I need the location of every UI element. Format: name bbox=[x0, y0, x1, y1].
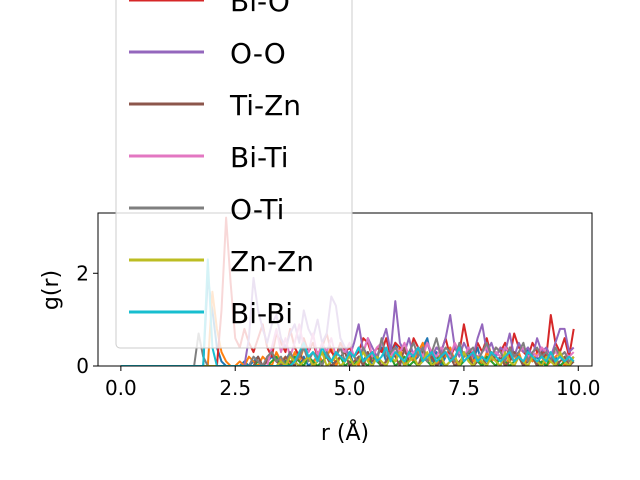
legend-label-bi-bi: Bi-Bi bbox=[230, 297, 293, 330]
legend-label-o-ti: O-Ti bbox=[230, 193, 284, 226]
legend-label-zn-zn: Zn-Zn bbox=[230, 245, 314, 278]
x-tick-label: 7.5 bbox=[448, 376, 480, 400]
series-line-bi-bi bbox=[120, 258, 575, 366]
x-tick-label: 10.0 bbox=[556, 376, 601, 400]
series-line-zn-zn bbox=[120, 351, 575, 366]
series-line-o-o bbox=[120, 276, 575, 366]
legend-label-bi-ti: Bi-Ti bbox=[230, 141, 289, 174]
y-tick-label: 2 bbox=[76, 261, 89, 285]
legend-label-o-o: O-O bbox=[230, 37, 286, 70]
legend-label-bi-o: Bi-O bbox=[230, 0, 290, 18]
x-tick-label: 2.5 bbox=[219, 376, 251, 400]
series-line-zn-ti bbox=[120, 355, 575, 366]
x-axis-label: r (Å) bbox=[321, 419, 369, 446]
y-tick-label: 0 bbox=[76, 354, 89, 378]
x-axis-ticks: 0.0 2.5 5.0 7.5 10.0 bbox=[105, 366, 601, 400]
x-tick-label: 0.0 bbox=[105, 376, 137, 400]
legend-label-ti-zn: Ti-Zn bbox=[229, 89, 301, 122]
y-axis-label: g(r) bbox=[39, 270, 64, 310]
y-axis-ticks: 02 bbox=[76, 261, 98, 378]
x-tick-label: 5.0 bbox=[334, 376, 366, 400]
legend: Bi-O O-O Ti-Zn Bi-Ti O-Ti Zn-Zn Bi-Bi bbox=[115, 0, 353, 349]
